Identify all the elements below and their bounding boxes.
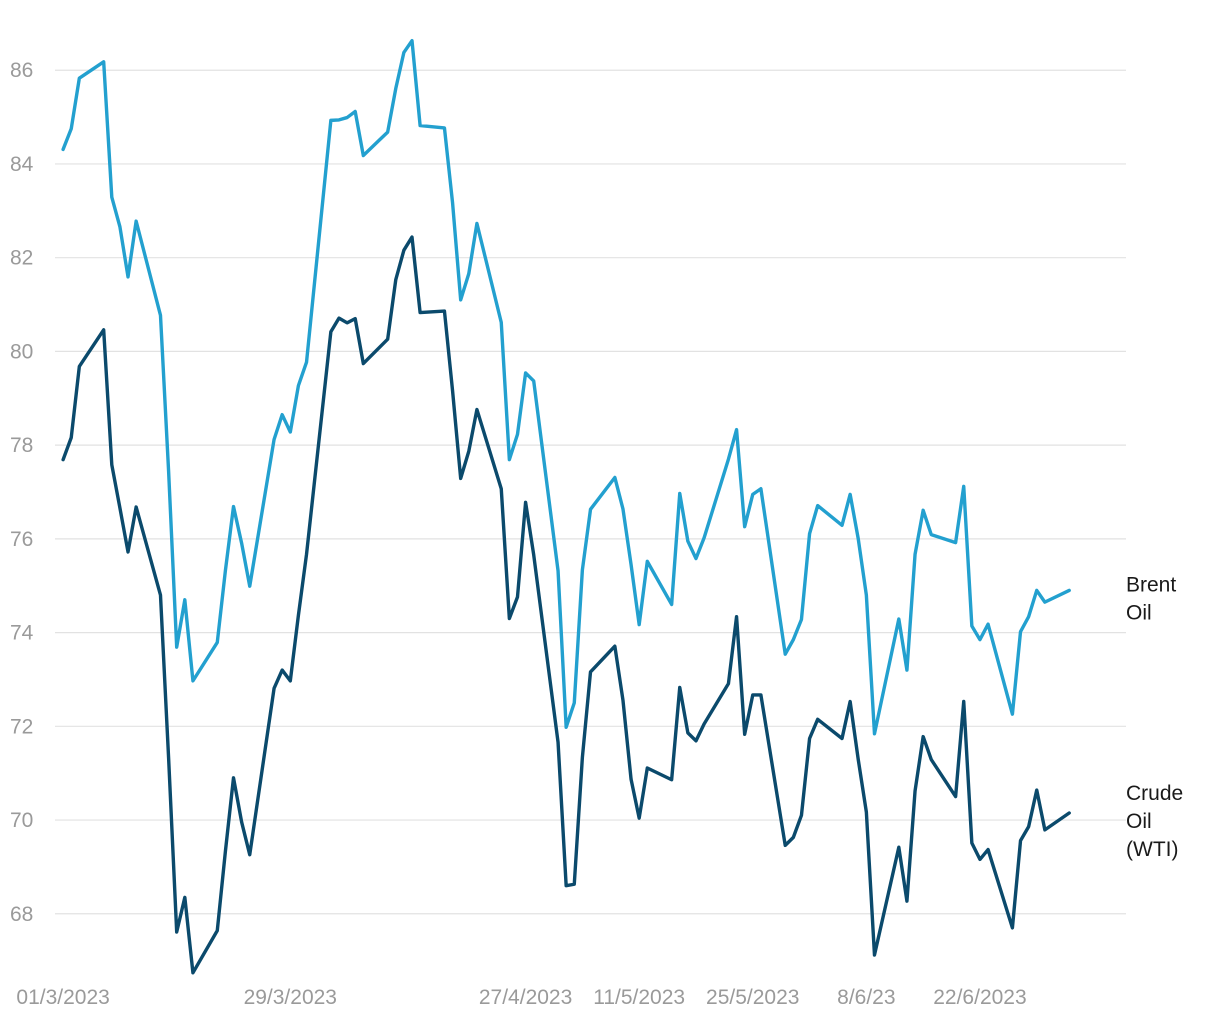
y-tick-label: 74 <box>10 622 34 645</box>
x-tick-label: 01/3/2023 <box>16 986 109 1009</box>
y-tick-label: 72 <box>10 715 33 738</box>
y-tick-label: 84 <box>10 153 34 176</box>
y-tick-label: 70 <box>10 809 33 832</box>
series-lines <box>61 39 1071 975</box>
series-end-labels: Brent Oil Crude Oil (WTI) <box>1126 573 1183 861</box>
y-tick-label: 78 <box>10 434 33 457</box>
series-label-brent-oil: Brent Oil <box>1126 573 1176 624</box>
x-tick-label: 29/3/2023 <box>244 986 337 1009</box>
x-tick-label: 27/4/2023 <box>479 986 572 1009</box>
y-tick-label: 82 <box>10 247 33 270</box>
series-line-brent-oil <box>61 39 1071 736</box>
x-axis-tick-labels: 01/3/2023 29/3/2023 27/4/2023 11/5/2023 25/5… <box>16 986 1026 1009</box>
series-label-crude-oil-wti: Crude Oil (WTI) <box>1126 782 1183 861</box>
x-tick-label: 25/5/2023 <box>706 986 799 1009</box>
y-tick-label: 80 <box>10 340 33 363</box>
x-tick-label: 22/6/2023 <box>933 986 1026 1009</box>
y-tick-label: 86 <box>10 59 33 82</box>
y-axis-tick-labels: 68 70 72 74 76 78 80 82 84 86 <box>10 59 34 926</box>
x-tick-label: 11/5/2023 <box>593 986 685 1009</box>
grid-lines <box>55 69 1126 915</box>
series-line-crude-oil-wti <box>61 235 1071 975</box>
y-tick-label: 68 <box>10 903 33 926</box>
x-tick-label: 8/6/23 <box>837 986 895 1009</box>
y-tick-label: 76 <box>10 528 33 551</box>
